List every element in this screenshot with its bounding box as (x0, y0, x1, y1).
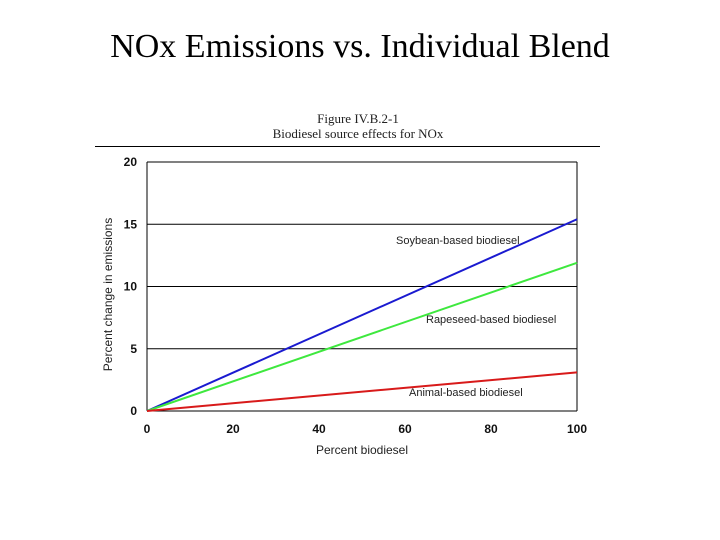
series-line-0 (146, 218, 578, 412)
series-line-2 (146, 371, 578, 412)
series-label-0: Soybean-based biodiesel (396, 235, 520, 247)
chart-title: Biodiesel source effects for NOx (272, 126, 444, 141)
x-tick-label: 60 (398, 422, 412, 436)
y-tick-label: 0 (130, 404, 137, 418)
y-tick-label: 5 (130, 342, 137, 356)
y-tick-label: 10 (124, 280, 138, 294)
x-axis-label: Percent biodiesel (316, 443, 408, 457)
figure-number: Figure IV.B.2-1 (317, 111, 399, 126)
x-tick-label: 20 (226, 422, 240, 436)
x-tick-label: 100 (567, 422, 587, 436)
figure-rule (95, 146, 600, 147)
x-tick-label: 40 (312, 422, 326, 436)
y-tick-label: 20 (124, 155, 138, 169)
y-tick-label: 15 (124, 217, 138, 231)
series-label-2: Animal-based biodiesel (409, 387, 523, 399)
x-tick-label: 0 (144, 422, 151, 436)
series-line-1 (146, 261, 578, 412)
series-label-1: Rapeseed-based biodiesel (426, 314, 556, 326)
x-tick-label: 80 (484, 422, 498, 436)
y-axis-label: Percent change in emissions (101, 218, 115, 371)
slide-title: NOx Emissions vs. Individual Blend (110, 28, 610, 65)
